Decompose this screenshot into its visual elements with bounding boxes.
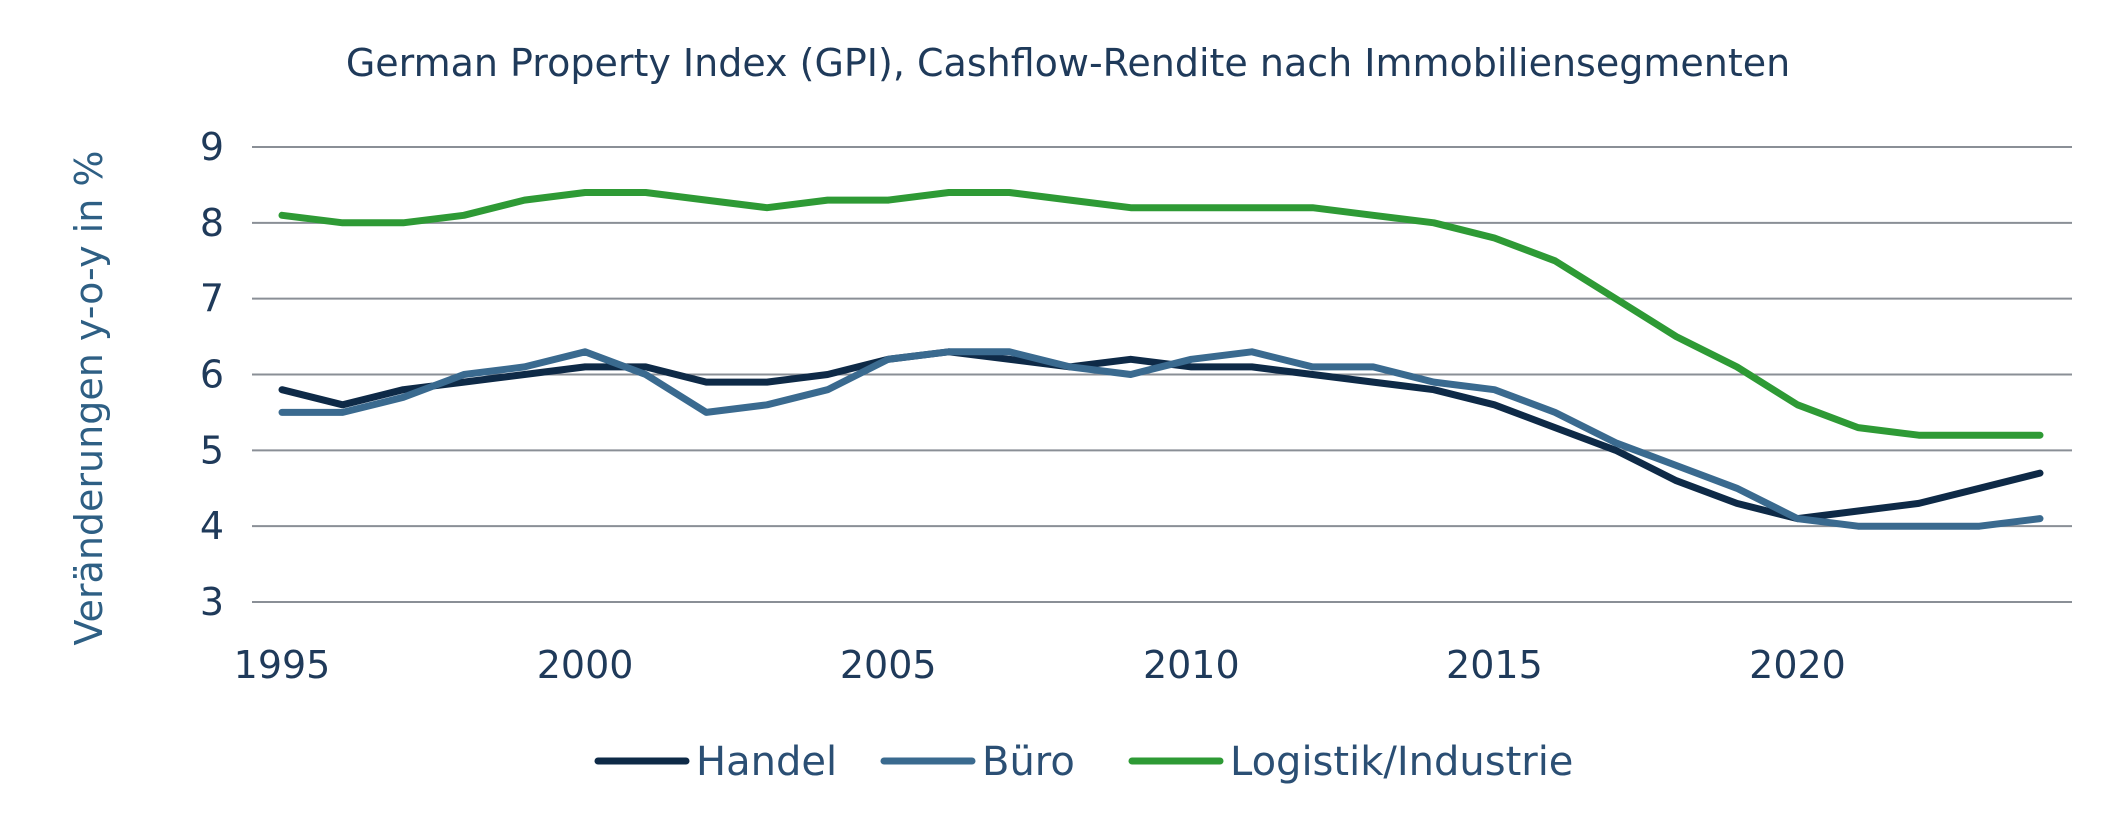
y-axis-label: Veränderungen y-o-y in % <box>67 150 111 645</box>
series-line-3 <box>278 189 2044 439</box>
y-axis-ticks: 3 4 5 6 7 8 9 <box>200 125 224 624</box>
series-lines <box>278 189 2044 530</box>
legend-label: Logistik/Industrie <box>1230 739 1573 785</box>
legend-label: Büro <box>982 739 1075 785</box>
x-axis-ticks: 1995 2000 2005 2010 2015 2020 <box>234 643 1846 687</box>
y-tick-label: 9 <box>200 125 224 169</box>
x-tick-label: 2015 <box>1446 643 1543 687</box>
series-line-1 <box>278 348 2044 523</box>
series-line-2 <box>278 348 2044 530</box>
y-tick-label: 8 <box>200 201 224 245</box>
gridlines <box>252 146 2072 603</box>
x-tick-label: 2010 <box>1143 643 1240 687</box>
y-tick-label: 4 <box>200 504 224 548</box>
y-tick-label: 5 <box>200 428 224 472</box>
y-tick-label: 7 <box>200 277 224 321</box>
x-tick-label: 2005 <box>840 643 937 687</box>
x-tick-label: 1995 <box>234 643 331 687</box>
legend-item: Büro <box>880 739 1075 785</box>
y-tick-label: 3 <box>200 580 224 624</box>
x-tick-label: 2000 <box>537 643 634 687</box>
y-tick-label: 6 <box>200 353 224 397</box>
x-tick-label: 2020 <box>1749 643 1846 687</box>
legend: Handel Büro Logistik/Industrie <box>594 739 1573 785</box>
legend-item: Logistik/Industrie <box>1128 739 1573 785</box>
legend-label: Handel <box>696 739 837 785</box>
legend-item: Handel <box>594 739 837 785</box>
chart-title: German Property Index (GPI), Cashflow-Re… <box>346 41 1790 85</box>
